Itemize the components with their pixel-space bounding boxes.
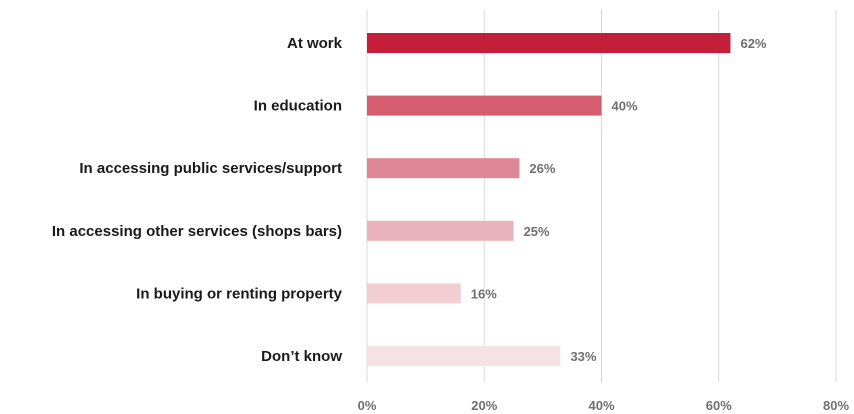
x-tick-label: 60% <box>706 398 732 413</box>
value-label: 16% <box>471 286 497 301</box>
category-label: At work <box>287 35 343 52</box>
x-tick-label: 20% <box>471 398 497 413</box>
x-tick-label: 40% <box>588 398 614 413</box>
gridlines <box>366 10 837 382</box>
category-label: In accessing public services/support <box>79 160 342 177</box>
value-labels: 62% 40% 26% 25% 16% 33% <box>471 36 767 364</box>
x-tick-label: 0% <box>358 398 377 413</box>
category-label: In education <box>254 98 342 115</box>
category-label: In accessing other services (shops bars) <box>52 223 342 240</box>
bar <box>367 220 514 241</box>
bar <box>367 95 602 116</box>
x-tick-label: 80% <box>823 398 849 413</box>
x-axis-tick-labels: 0% 20% 40% 60% 80% <box>358 398 850 413</box>
bars <box>367 33 731 366</box>
value-label: 40% <box>612 99 638 114</box>
category-label: In buying or renting property <box>136 285 342 302</box>
category-labels: At work In education In accessing public s… <box>52 35 343 365</box>
category-label: Don’t know <box>261 348 342 365</box>
bar <box>367 158 520 179</box>
bar <box>367 346 561 366</box>
value-label: 33% <box>570 349 596 364</box>
value-label: 62% <box>740 36 766 51</box>
bar <box>367 283 461 304</box>
bar <box>367 33 731 53</box>
value-label: 26% <box>529 161 555 176</box>
value-label: 25% <box>524 224 550 239</box>
